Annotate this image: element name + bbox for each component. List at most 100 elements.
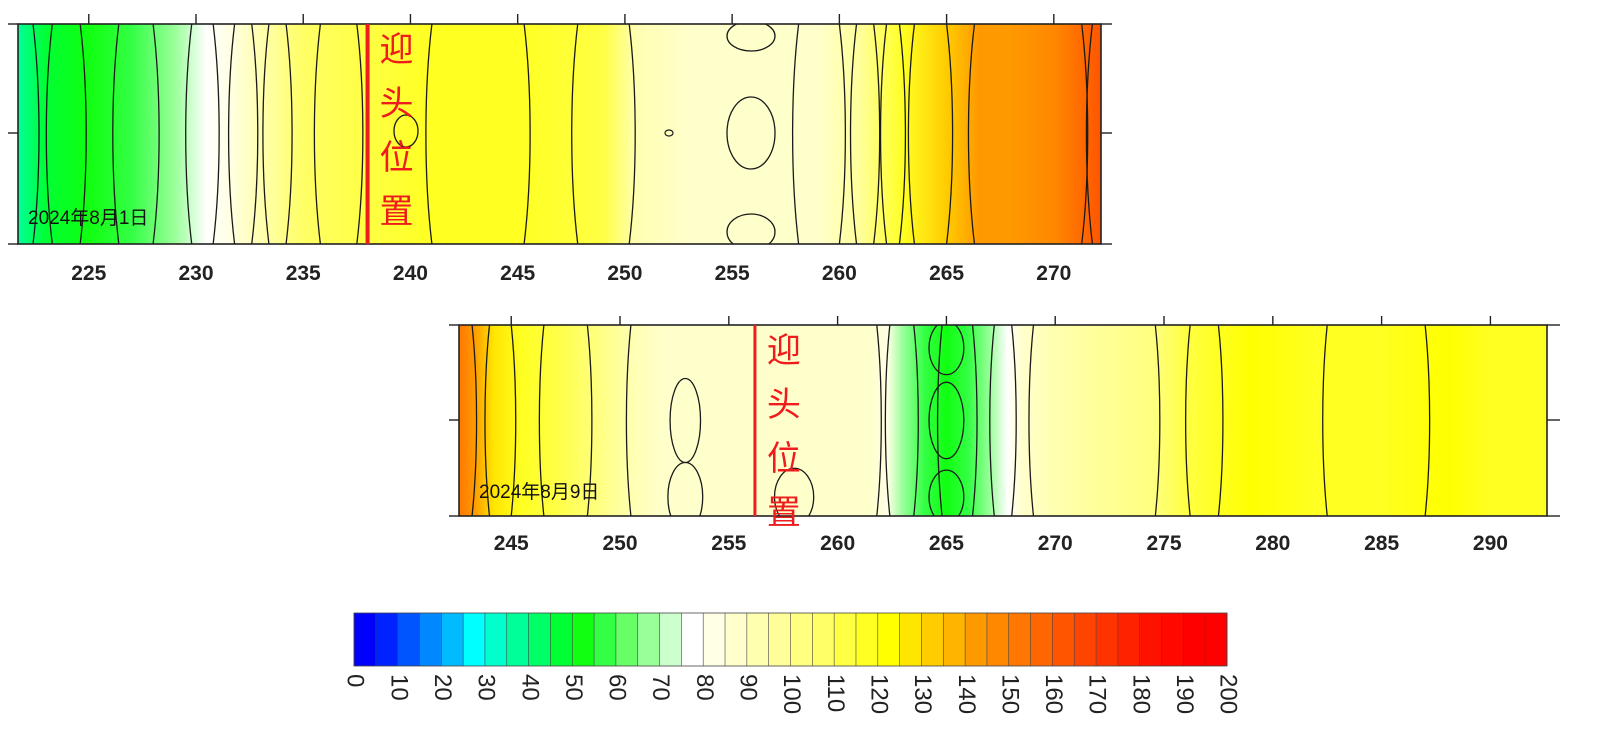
x-tick-label: 250: [603, 532, 638, 555]
colorbar-tick-label: 170: [1084, 674, 1111, 714]
colorbar-tick-label: 80: [691, 674, 718, 701]
colorbar-tick-label: 30: [473, 674, 500, 701]
contour-lines: [32, 24, 1094, 244]
contour-line: [1217, 325, 1224, 516]
colorbar-tick-label: 110: [822, 674, 849, 712]
contour-line: [262, 24, 270, 244]
closed-contour: [664, 129, 674, 137]
colorbar-tick-label: 190: [1171, 674, 1198, 714]
closed-contours: [667, 325, 965, 516]
contour-line: [1184, 325, 1191, 516]
colorbar-cell: [1205, 613, 1228, 666]
contour-line: [884, 325, 891, 516]
colorbar-tick-label: 140: [953, 674, 980, 714]
colorbar-tick-label: 120: [865, 674, 892, 714]
closed-contour: [928, 325, 965, 376]
colorbar-cell: [746, 613, 769, 666]
contour-line: [79, 24, 87, 244]
colorbar-cell: [790, 613, 813, 666]
x-tick-label: 270: [1036, 262, 1071, 285]
date-label: 2024年8月1日: [28, 207, 148, 229]
colorbar-cell: [1161, 613, 1184, 666]
colorbar-cell: [943, 613, 966, 666]
contour-line: [936, 325, 943, 516]
colorbar-cell: [725, 613, 748, 666]
contour-line: [112, 24, 120, 244]
colorbar-cell: [921, 613, 944, 666]
colorbar-cell: [659, 613, 682, 666]
contour-line: [1081, 24, 1089, 244]
x-tick-label: 255: [715, 262, 750, 285]
plot-frame: [17, 23, 1102, 245]
x-tick-label: 240: [393, 262, 428, 285]
colorbar-cell: [550, 613, 573, 666]
colorbar-cell: [681, 613, 704, 666]
contour-line: [251, 24, 259, 244]
closed-contours: [393, 24, 776, 244]
colorbar-cell: [441, 613, 464, 666]
contour-line: [838, 24, 846, 244]
x-tick-label: 275: [1147, 532, 1182, 555]
contour-line: [967, 24, 976, 244]
closed-contour: [773, 467, 815, 516]
colorbar-cell: [877, 613, 900, 666]
contour-lines: [471, 325, 1431, 516]
heading-position-label: 迎头位置: [767, 332, 801, 532]
colorbar-cell: [637, 613, 660, 666]
contour-line: [1322, 325, 1328, 516]
contour-line: [1011, 325, 1017, 516]
colorbar-tick-label: 10: [385, 674, 412, 701]
closed-contour: [726, 96, 776, 170]
contour-line: [313, 24, 322, 244]
closed-contour: [393, 114, 419, 148]
contour-line: [571, 24, 579, 244]
contour-line: [285, 24, 293, 244]
colorbar-cell: [419, 613, 442, 666]
x-tick-label: 265: [929, 262, 964, 285]
x-tick-label: 260: [822, 262, 857, 285]
x-tick-label: 250: [607, 262, 642, 285]
colorbar-cell: [506, 613, 529, 666]
contour-line: [1154, 325, 1161, 516]
contour-line: [538, 325, 545, 516]
colorbar: 0 10 20 30 40 50 60 70 80 90 100 110 120 130 140 150 160…: [342, 612, 1242, 714]
contour-line: [849, 24, 858, 244]
colorbar-tick-label: 90: [735, 674, 762, 701]
x-tick-label: 245: [494, 532, 529, 555]
closed-contour: [667, 461, 704, 516]
x-tick-label: 245: [500, 262, 535, 285]
colorbar-tick-label: 0: [342, 674, 369, 687]
x-tick-label: 230: [178, 262, 213, 285]
contour-line: [227, 24, 236, 244]
colorbar-cell: [834, 613, 857, 666]
contour-line: [152, 24, 160, 244]
x-axis: 225 230 235 240 245 250 255 260 265 270: [71, 14, 1071, 285]
contour-line: [45, 24, 53, 244]
contour-line: [971, 325, 978, 516]
closed-contour: [726, 213, 776, 244]
x-tick-label: 235: [286, 262, 321, 285]
colorbar-tick-label: 100: [778, 674, 805, 714]
contour-line: [945, 24, 954, 244]
contour-line: [484, 325, 491, 516]
heading-position-label: 迎头位置: [380, 31, 414, 231]
contour-line: [185, 24, 193, 244]
colorbar-cell: [354, 613, 377, 666]
colorbar-cell: [855, 613, 879, 666]
contour-panel-aug1: 225 230 235 240 245 250 255 260 265 270 迎头位置 2024…: [8, 14, 1117, 285]
closed-contour: [928, 381, 965, 460]
colorbar-cell: [1096, 613, 1119, 666]
date-label: 2024年8月9日: [479, 481, 599, 503]
colorbar-tick-label: 50: [560, 674, 587, 701]
colorbar-tick-label: 200: [1215, 674, 1242, 714]
colorbar-tick-label: 160: [1040, 674, 1067, 714]
contour-line: [907, 24, 916, 244]
contour-line: [1028, 325, 1035, 516]
contour-line: [425, 24, 433, 244]
x-tick-label: 280: [1255, 532, 1290, 555]
contour-line: [1085, 24, 1094, 244]
colorbar-cell: [397, 613, 420, 666]
closed-contour: [726, 24, 776, 52]
colorbar-cell: [703, 613, 726, 666]
